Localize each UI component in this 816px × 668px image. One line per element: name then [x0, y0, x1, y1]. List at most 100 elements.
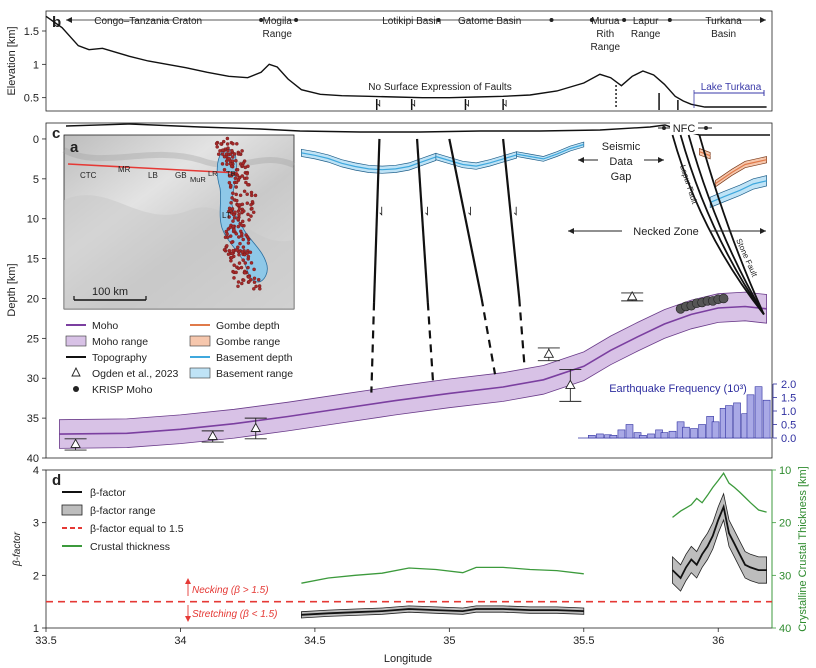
b-region-divider — [436, 18, 441, 22]
inset-label-gb: GB — [175, 171, 187, 180]
inset-earthquake-dot — [234, 158, 238, 163]
inset-earthquake-dot — [235, 248, 240, 252]
legend-label: Gombe depth — [216, 320, 280, 332]
inset-earthquake-dot — [245, 201, 250, 205]
fault-line — [448, 138, 483, 299]
beta-range-band — [672, 492, 767, 592]
ogden-point — [626, 290, 638, 301]
b-y-tick-label: 1.5 — [24, 26, 39, 38]
basement-range-band — [516, 141, 585, 162]
b-y-tick-label: 0.5 — [24, 93, 39, 105]
inset-earthquake-dot — [220, 152, 225, 156]
b-region-divider — [667, 18, 672, 22]
inset-earthquake-dot — [227, 156, 232, 161]
inset-earthquake-dot — [240, 149, 244, 153]
legend-label: Basement depth — [216, 352, 293, 364]
krisp-moho-point — [718, 293, 729, 304]
inset-earthquake-dot — [244, 180, 248, 185]
c-y-tick-label: 25 — [27, 333, 39, 345]
panel-c-letter: c — [52, 125, 60, 142]
d-x-tick-label: 33.5 — [35, 635, 56, 647]
inset-earthquake-dot — [236, 217, 240, 221]
inset-earthquake-dot — [234, 180, 239, 185]
eq-bar — [668, 430, 677, 439]
b-region-label: Range — [263, 29, 293, 40]
moho-line — [59, 305, 767, 435]
moho-range-band — [59, 291, 767, 449]
inset-earthquake-dot — [224, 229, 229, 234]
panel-d-legend: β-factor β-factor range β-factor equal to … — [61, 487, 184, 553]
b-region-label: Range — [631, 29, 661, 40]
c-y-tick-label: 0 — [33, 134, 39, 146]
d-legend-label: β-factor — [90, 487, 126, 499]
fault-slip-arrow — [425, 206, 428, 216]
inset-earthquake-dot — [220, 162, 225, 166]
inset-earthquake-dot — [237, 252, 241, 257]
c-y-tick-label: 40 — [27, 453, 39, 465]
inset-earthquake-dot — [236, 280, 241, 284]
inset-earthquake-dot — [226, 146, 230, 150]
inset-earthquake-dot — [254, 284, 258, 289]
inset-label-mur: MuR — [190, 175, 206, 184]
inset-earthquake-dot — [246, 265, 250, 270]
inset-earthquake-dot — [225, 244, 229, 248]
basement-depth-line — [435, 154, 517, 167]
inset-earthquake-dot — [232, 276, 236, 280]
inset-earthquake-dots — [214, 136, 262, 291]
legend-label: KRISP Moho — [92, 384, 153, 396]
fault-line-inferred — [426, 302, 435, 385]
inset-earthquake-dot — [234, 192, 238, 197]
b-region-divider — [622, 18, 627, 22]
inset-label-ctc: CTC — [80, 171, 97, 180]
border-fault-line — [687, 134, 765, 315]
eq-tick-label: 1.0 — [781, 406, 796, 418]
inset-earthquake-dot — [233, 210, 237, 214]
eq-bar — [762, 399, 771, 439]
inset-earthquake-dot — [245, 172, 249, 176]
legend-swatch-box — [65, 335, 87, 347]
ogden-point — [207, 430, 218, 440]
inset-earthquake-dot — [243, 165, 248, 170]
inset-earthquake-dot — [232, 216, 237, 220]
c-y-tick-label: 5 — [33, 174, 39, 186]
eq-bar — [690, 428, 698, 439]
fault-slip-arrow — [513, 206, 517, 216]
b-region-label: Basin — [711, 29, 736, 40]
inset-earthquake-dot — [252, 280, 257, 284]
earthquake-frequency-histogram: 0.00.5 1.01.5 2.0 — [578, 379, 796, 445]
b-region-divider — [549, 18, 554, 22]
ogden-point — [250, 422, 262, 432]
c-y-tick-label: 35 — [27, 413, 39, 425]
c-y-tick-label: 10 — [27, 214, 39, 226]
inset-earthquake-dot — [216, 152, 221, 156]
no-surface-faults-annotation: No Surface Expression of Faults — [368, 82, 511, 93]
inset-earthquake-dot — [215, 145, 219, 149]
inset-earthquake-dot — [229, 240, 234, 245]
inset-earthquake-dot — [232, 227, 236, 232]
inset-earthquake-dot — [240, 219, 245, 224]
panel-d-letter: d — [52, 472, 61, 489]
fault-slip-arrow — [379, 206, 383, 216]
inset-earthquake-dot — [252, 276, 257, 281]
panel-d-x-axis-label: Longitude — [384, 653, 432, 665]
inset-earthquake-dot — [236, 152, 241, 156]
inset-earthquake-dot — [242, 252, 247, 257]
d-x-tick-label: 35.5 — [573, 635, 594, 647]
panel-d-y-axis-label-right: Crystalline Crustal Thickness [km] — [797, 466, 809, 631]
c-y-tick-label: 30 — [27, 373, 39, 385]
inset-earthquake-dot — [249, 261, 254, 265]
earthquake-frequency-title: Earthquake Frequency (10³) — [609, 383, 747, 395]
seismic-data-gap-label: Seismic Data Gap — [578, 141, 664, 183]
border-fault-line — [679, 134, 765, 315]
ogden-point — [70, 438, 81, 448]
eq-tick-label: 2.0 — [781, 379, 796, 391]
seismic-gap-line-2: Data — [609, 156, 633, 168]
inset-label-lr: LR — [208, 169, 218, 178]
stretching-label: Stretching (β < 1.5) — [192, 609, 277, 620]
inset-earthquake-dot — [240, 202, 245, 207]
fault-slip-arrow — [468, 206, 471, 216]
inset-earthquake-dot — [229, 183, 233, 188]
eq-bar — [660, 432, 669, 439]
